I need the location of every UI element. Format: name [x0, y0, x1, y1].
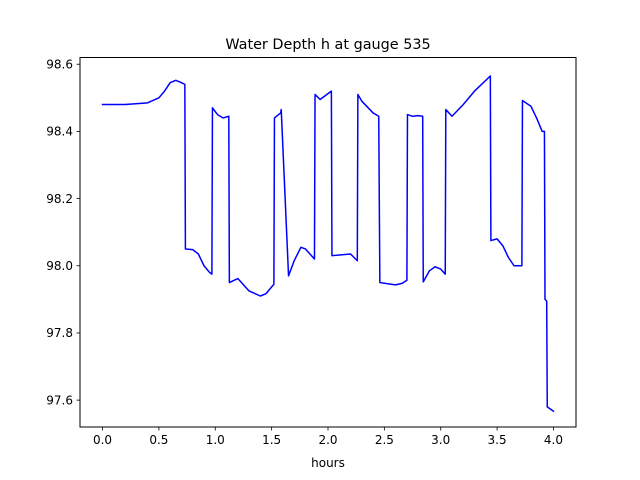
x-tick-label: 2.5: [375, 433, 394, 447]
y-tick-label: 98.4: [46, 125, 73, 139]
y-tick-label: 97.6: [46, 393, 73, 407]
x-tick-label: 0.5: [149, 433, 168, 447]
x-tick-label: 2.0: [318, 433, 337, 447]
axis-ticks: 0.0 0.5 1.0 1.5 2.0 2.5 3.0 3.5 4.0 97.6 97.8 98.0 9…: [46, 57, 563, 447]
y-tick-label: 98.6: [46, 57, 73, 71]
plot-frame: [79, 57, 577, 428]
x-tick-label: 3.5: [488, 433, 507, 447]
x-tick-label: 1.0: [206, 433, 225, 447]
x-tick-label: 1.5: [262, 433, 281, 447]
x-axis-label: hours: [311, 456, 345, 470]
y-tick-label: 97.8: [46, 326, 73, 340]
series-line-0: [101, 75, 555, 413]
x-tick-label: 3.0: [431, 433, 450, 447]
x-tick-label: 4.0: [544, 433, 563, 447]
x-tick-label: 0.0: [93, 433, 112, 447]
y-tick-label: 98.0: [46, 259, 73, 273]
plot-area: [101, 75, 555, 413]
y-tick-label: 98.2: [46, 192, 73, 206]
chart-title: Water Depth h at gauge 535: [225, 37, 430, 53]
